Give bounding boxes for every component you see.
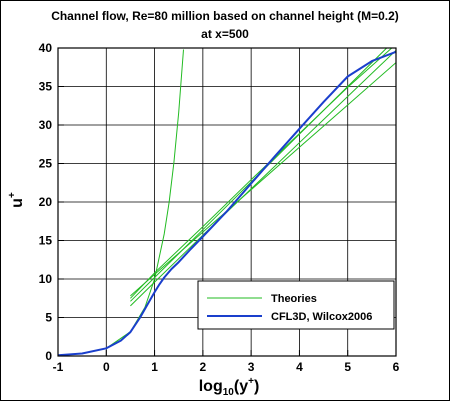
x-tick-label: 1 <box>151 360 158 374</box>
y-tick-label: 20 <box>39 195 53 209</box>
x-tick-label: 4 <box>296 360 303 374</box>
y-tick-label: 0 <box>45 349 52 363</box>
chart-subtitle: at x=500 <box>201 27 249 41</box>
legend: Theories CFL3D, Wilcox2006 <box>197 280 395 330</box>
chart-title: Channel flow, Re=80 million based on cha… <box>51 9 399 23</box>
x-tick-label: 5 <box>344 360 351 374</box>
x-tick-label: 3 <box>248 360 255 374</box>
x-tick-label: 2 <box>200 360 207 374</box>
y-tick-label: 5 <box>45 311 52 325</box>
theory-curve-5 <box>130 48 393 299</box>
legend-label-theories: Theories <box>271 293 317 305</box>
x-axis-label: log10(y+) <box>199 376 260 398</box>
plot-curves <box>58 48 396 356</box>
theory-curve-3 <box>130 49 396 307</box>
y-tick-label: 15 <box>39 234 53 248</box>
y-tick-label: 30 <box>39 118 53 132</box>
legend-label-cfl3d: CFL3D, Wilcox2006 <box>271 311 372 323</box>
legend-box <box>197 280 395 330</box>
y-tick-label: 40 <box>39 41 53 55</box>
cfl3d-curve <box>58 50 396 356</box>
y-tick-label: 35 <box>39 80 53 94</box>
x-tick-label: 6 <box>393 360 400 374</box>
theory-curve-1 <box>106 49 184 349</box>
x-tick-label: 0 <box>103 360 110 374</box>
y-axis-label: u+ <box>7 192 26 208</box>
y-tick-label: 25 <box>39 157 53 171</box>
y-tick-label: 10 <box>39 272 53 286</box>
x-tick-label: -1 <box>53 360 64 374</box>
theory-curve-4 <box>130 62 396 297</box>
